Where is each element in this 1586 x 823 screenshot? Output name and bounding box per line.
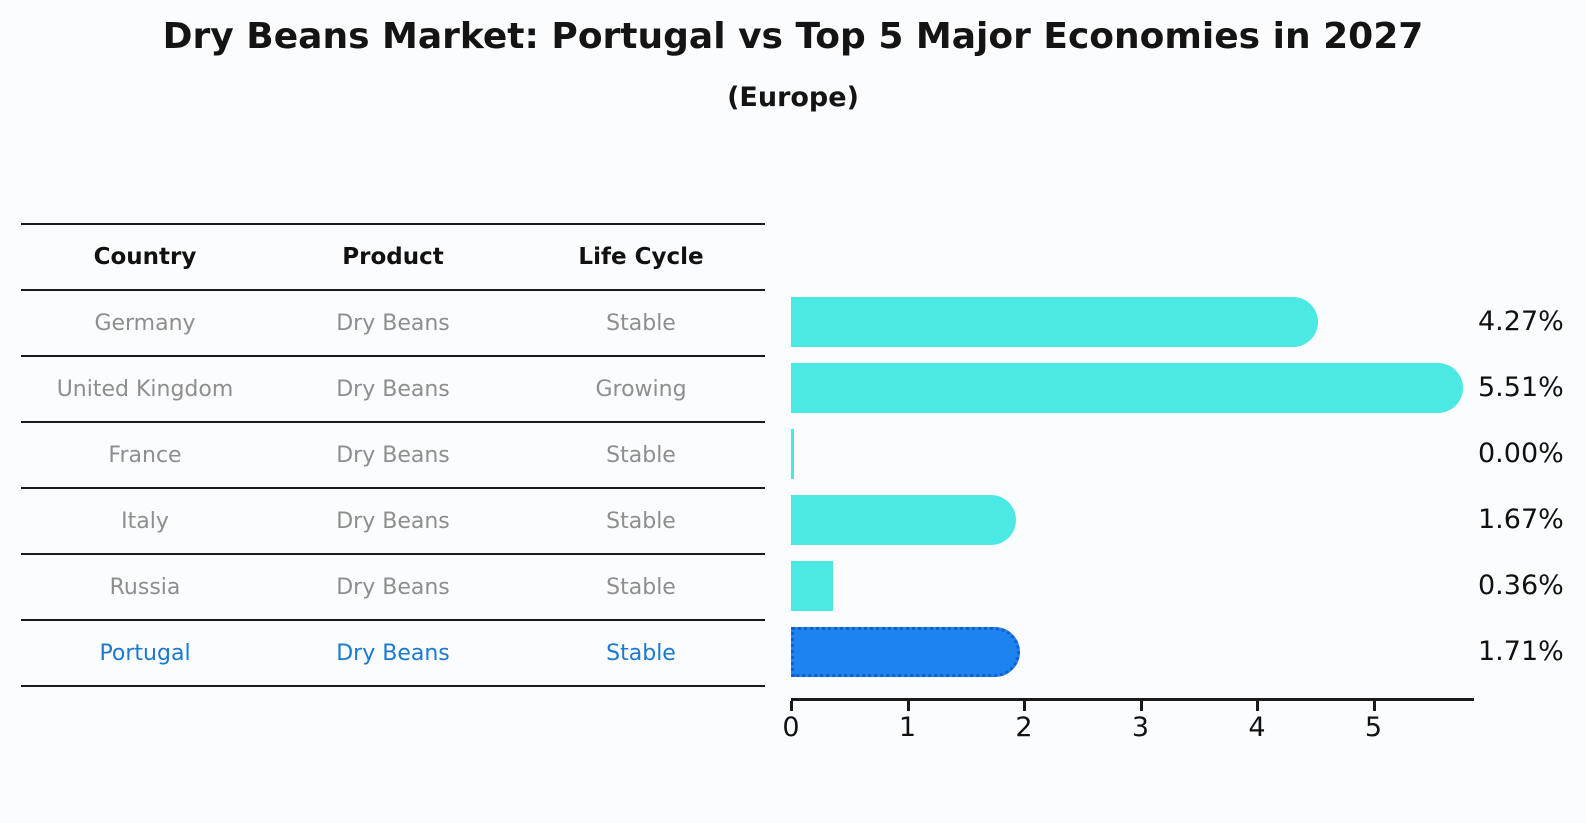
cell-life-cycle: Stable	[606, 640, 676, 666]
x-tick-mark-2	[1023, 701, 1026, 711]
value-label-united-kingdom: 5.51%	[1478, 372, 1564, 403]
x-tick-label-1: 1	[898, 712, 917, 743]
cell-life-cycle: Stable	[606, 574, 676, 600]
table-row-france: France Dry Beans Stable	[21, 423, 765, 489]
x-axis-line	[791, 698, 1474, 701]
table-row-germany: Germany Dry Beans Stable	[21, 291, 765, 357]
cell-product: Dry Beans	[336, 442, 450, 468]
bar-italy	[791, 495, 1016, 545]
value-label-germany: 4.27%	[1478, 306, 1564, 337]
cell-country: France	[108, 442, 182, 468]
x-tick-mark-5	[1372, 701, 1376, 711]
x-tick-label-4: 4	[1248, 712, 1266, 743]
x-tick-mark-4	[1256, 701, 1259, 711]
cell-product: Dry Beans	[336, 640, 450, 666]
value-label-france: 0.00%	[1478, 438, 1564, 469]
value-label-portugal: 1.71%	[1478, 636, 1564, 667]
x-tick-label-5: 5	[1364, 712, 1383, 743]
chart-subtitle: (Europe)	[727, 82, 859, 113]
table-header-cell-life-cycle: Life Cycle	[578, 244, 704, 270]
x-tick-mark-3	[1139, 701, 1143, 711]
table-row-united-kingdom: United Kingdom Dry Beans Growing	[21, 357, 765, 423]
country-table: Country Product Life Cycle Germany Dry Bean…	[21, 223, 765, 687]
bar-portugal	[791, 627, 1021, 677]
x-tick-label-2: 2	[1015, 712, 1033, 743]
table-body: Germany Dry Beans Stable United Kingdom Dry …	[21, 291, 765, 687]
chart-title: Dry Beans Market: Portugal vs Top 5 Majo…	[162, 16, 1424, 57]
x-tick-mark-1	[906, 701, 910, 711]
cell-country: United Kingdom	[56, 376, 234, 402]
cell-country: Germany	[94, 310, 196, 336]
table-row-portugal: Portugal Dry Beans Stable	[21, 621, 765, 687]
bar-united-kingdom	[791, 363, 1463, 413]
cell-product: Dry Beans	[336, 376, 450, 402]
table-header-cell-product: Product	[342, 244, 444, 270]
x-tick-label-3: 3	[1131, 712, 1150, 743]
cell-product: Dry Beans	[336, 508, 450, 534]
cell-product: Dry Beans	[336, 310, 450, 336]
x-tick-label-0: 0	[782, 712, 800, 743]
cell-country: Russia	[109, 574, 181, 600]
bar-france	[791, 429, 794, 479]
cell-product: Dry Beans	[336, 574, 450, 600]
bar-russia	[791, 561, 833, 611]
x-tick-mark-0	[790, 701, 793, 711]
table-row-russia: Russia Dry Beans Stable	[21, 555, 765, 621]
table-header-cell-country: Country	[93, 244, 197, 270]
table-header-row: Country Product Life Cycle	[21, 225, 765, 291]
bar-germany	[791, 297, 1319, 347]
cell-country: Italy	[121, 508, 169, 534]
cell-life-cycle: Stable	[606, 310, 676, 336]
table-row-italy: Italy Dry Beans Stable	[21, 489, 765, 555]
cell-country: Portugal	[99, 640, 191, 666]
value-label-italy: 1.67%	[1478, 504, 1564, 535]
cell-life-cycle: Growing	[595, 376, 687, 402]
value-label-russia: 0.36%	[1478, 570, 1564, 601]
cell-life-cycle: Stable	[606, 442, 676, 468]
cell-life-cycle: Stable	[606, 508, 676, 534]
